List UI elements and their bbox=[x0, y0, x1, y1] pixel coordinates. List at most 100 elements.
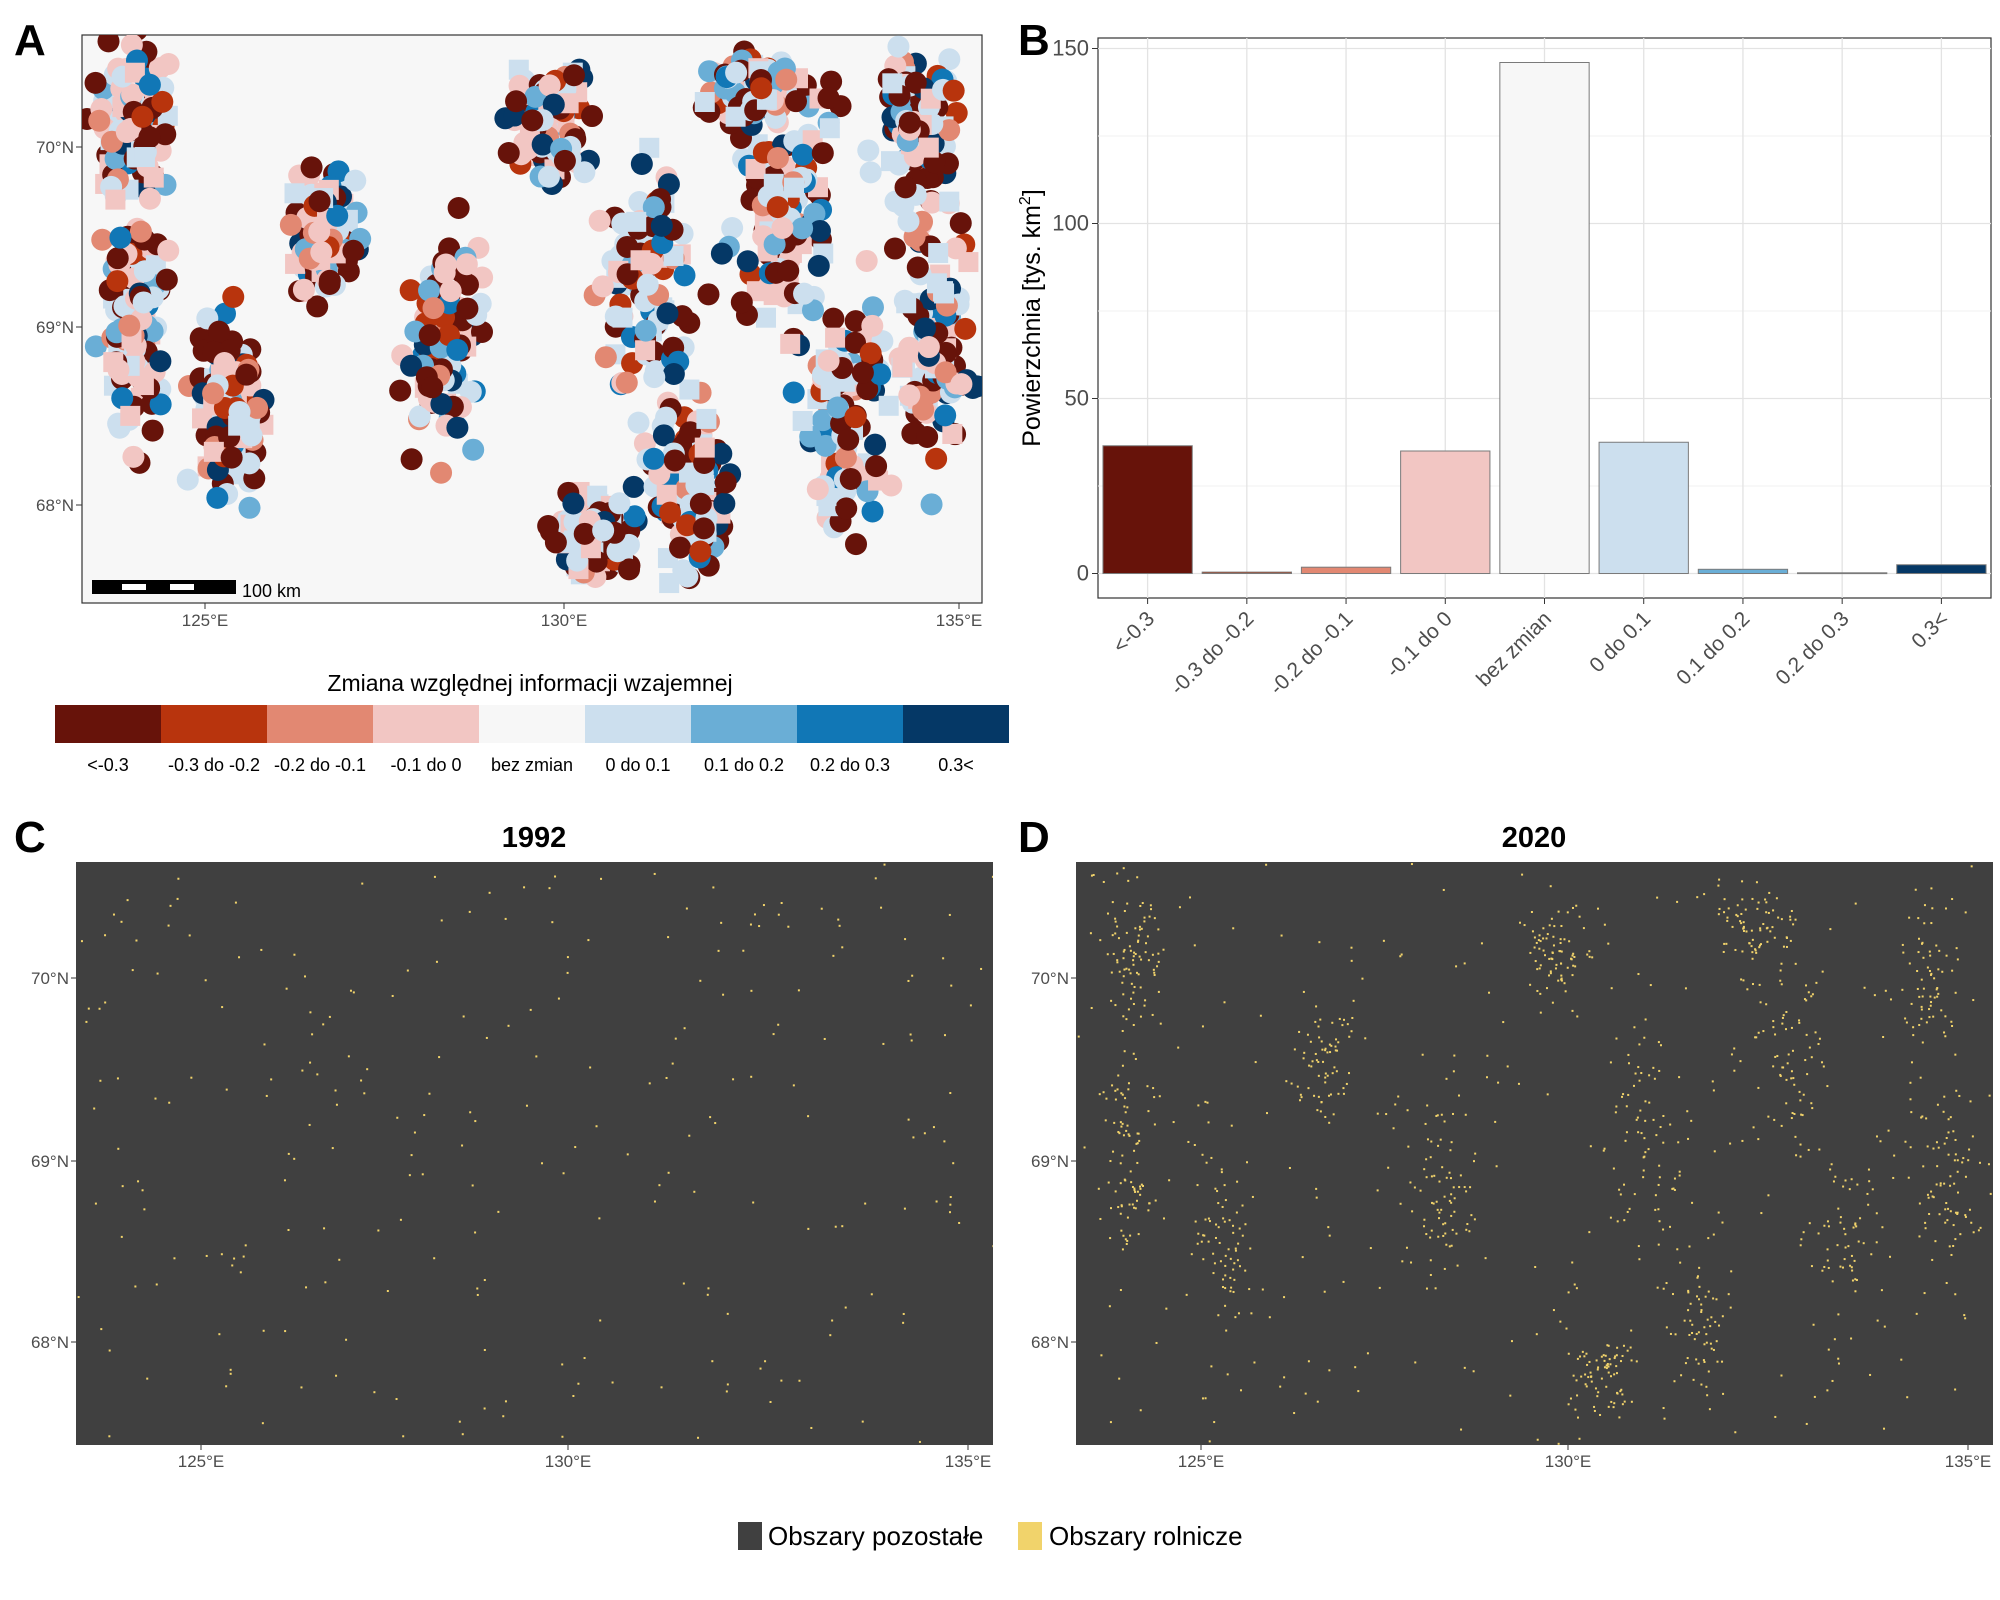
agri-pixel bbox=[1451, 1228, 1454, 1231]
agri-pixel bbox=[1697, 1331, 1700, 1334]
agri-pixel bbox=[1821, 1061, 1824, 1064]
agri-pixel bbox=[1706, 1318, 1709, 1321]
agri-pixel bbox=[1615, 1372, 1618, 1375]
agri-pixel bbox=[483, 1279, 486, 1282]
agri-pixel bbox=[1626, 1210, 1629, 1213]
change-dot bbox=[447, 196, 470, 219]
agri-pixel bbox=[1328, 1043, 1331, 1046]
agri-pixel bbox=[1643, 1036, 1646, 1039]
change-dot bbox=[306, 295, 329, 318]
agri-pixel bbox=[1552, 935, 1555, 938]
agri-pixel bbox=[1539, 992, 1542, 995]
agri-pixel bbox=[1572, 964, 1575, 967]
change-cell bbox=[882, 73, 903, 94]
agri-pixel bbox=[1119, 1289, 1122, 1292]
legend-class-label: 0.2 do 0.3 bbox=[810, 755, 890, 775]
agri-pixel bbox=[1472, 1370, 1475, 1373]
agri-pixel bbox=[471, 1184, 474, 1187]
map-c-ytick-69: 69°N bbox=[31, 1152, 69, 1171]
agri-pixel bbox=[1337, 1092, 1340, 1095]
agri-pixel bbox=[1414, 1361, 1417, 1364]
agri-pixel bbox=[1600, 1377, 1603, 1380]
agri-pixel bbox=[1916, 987, 1919, 990]
agri-pixel bbox=[1285, 1080, 1288, 1083]
agri-pixel bbox=[1954, 1388, 1957, 1391]
agri-pixel bbox=[1557, 979, 1560, 982]
agri-pixel bbox=[838, 924, 841, 927]
agri-pixel bbox=[711, 1360, 714, 1363]
agri-pixel bbox=[1157, 960, 1160, 963]
agri-pixel bbox=[1810, 1056, 1813, 1059]
agri-pixel bbox=[1884, 989, 1887, 992]
agri-pixel bbox=[1567, 1291, 1570, 1294]
map-d-background bbox=[1076, 862, 1993, 1445]
agri-pixel bbox=[1927, 1196, 1930, 1199]
agri-pixel bbox=[1870, 1253, 1873, 1256]
change-cell bbox=[763, 285, 784, 306]
agri-pixel bbox=[225, 1385, 228, 1388]
agri-pixel bbox=[1385, 1113, 1388, 1116]
agri-pixel bbox=[1653, 1077, 1656, 1080]
agri-pixel bbox=[1560, 979, 1563, 982]
agri-pixel bbox=[1317, 1060, 1320, 1063]
agri-pixel bbox=[1235, 1211, 1238, 1214]
change-dot bbox=[643, 366, 666, 389]
agri-pixel bbox=[1943, 1182, 1946, 1185]
change-dot bbox=[235, 363, 258, 386]
agri-pixel bbox=[1947, 1118, 1950, 1121]
agri-pixel bbox=[1616, 1346, 1619, 1349]
agri-pixel bbox=[234, 901, 237, 904]
change-dot bbox=[622, 475, 645, 498]
agri-pixel bbox=[1449, 1177, 1452, 1180]
agri-pixel bbox=[1144, 999, 1147, 1002]
agri-pixel bbox=[1394, 1103, 1397, 1106]
agri-pixel bbox=[1559, 950, 1562, 953]
agri-pixel bbox=[1107, 1181, 1110, 1184]
agri-pixel bbox=[1444, 1222, 1447, 1225]
agri-pixel bbox=[1855, 1225, 1858, 1228]
agri-pixel bbox=[1120, 1229, 1123, 1232]
change-cell bbox=[896, 293, 917, 314]
agri-pixel bbox=[1436, 1114, 1439, 1117]
agri-pixel bbox=[1443, 1120, 1446, 1123]
agri-pixel bbox=[1401, 1260, 1404, 1263]
agri-pixel bbox=[287, 1228, 290, 1231]
agri-pixel bbox=[1916, 970, 1919, 973]
agri-pixel bbox=[1114, 920, 1117, 923]
agri-pixel bbox=[1730, 1053, 1733, 1056]
agri-pixel bbox=[1698, 1285, 1701, 1288]
agri-pixel bbox=[949, 1196, 952, 1199]
change-dot bbox=[421, 376, 444, 399]
agri-pixel bbox=[1746, 988, 1749, 991]
agri-pixel bbox=[1251, 1195, 1254, 1198]
agri-pixel bbox=[1114, 932, 1117, 935]
agri-pixel bbox=[1711, 1080, 1714, 1083]
agri-pixel bbox=[1633, 1193, 1636, 1196]
scale-bar-label: 100 km bbox=[242, 581, 301, 601]
agri-pixel bbox=[1122, 1134, 1125, 1137]
agri-pixel bbox=[1944, 1015, 1947, 1018]
agri-pixel bbox=[1779, 1075, 1782, 1078]
agri-pixel bbox=[1431, 1201, 1434, 1204]
agri-pixel bbox=[1708, 1408, 1711, 1411]
agri-pixel bbox=[717, 949, 720, 952]
agri-pixel bbox=[391, 994, 394, 997]
agri-pixel bbox=[1136, 940, 1139, 943]
agri-pixel bbox=[1758, 944, 1761, 947]
bar bbox=[1102, 445, 1193, 574]
map-a-ytick-69: 69°N bbox=[36, 318, 74, 337]
agri-pixel bbox=[1197, 1232, 1200, 1235]
change-dot bbox=[84, 71, 107, 94]
agri-pixel bbox=[1151, 1013, 1154, 1016]
agri-pixel bbox=[911, 974, 914, 977]
agri-pixel bbox=[1463, 962, 1466, 965]
agri-pixel bbox=[1726, 916, 1729, 919]
agri-pixel bbox=[1311, 1060, 1314, 1063]
agri-pixel bbox=[1083, 1146, 1086, 1149]
agri-pixel bbox=[1901, 988, 1904, 991]
agri-pixel bbox=[1463, 1366, 1466, 1369]
agri-pixel bbox=[1805, 1033, 1808, 1036]
agri-pixel bbox=[1429, 1259, 1432, 1262]
change-dot bbox=[537, 165, 560, 188]
agri-pixel bbox=[361, 882, 364, 885]
